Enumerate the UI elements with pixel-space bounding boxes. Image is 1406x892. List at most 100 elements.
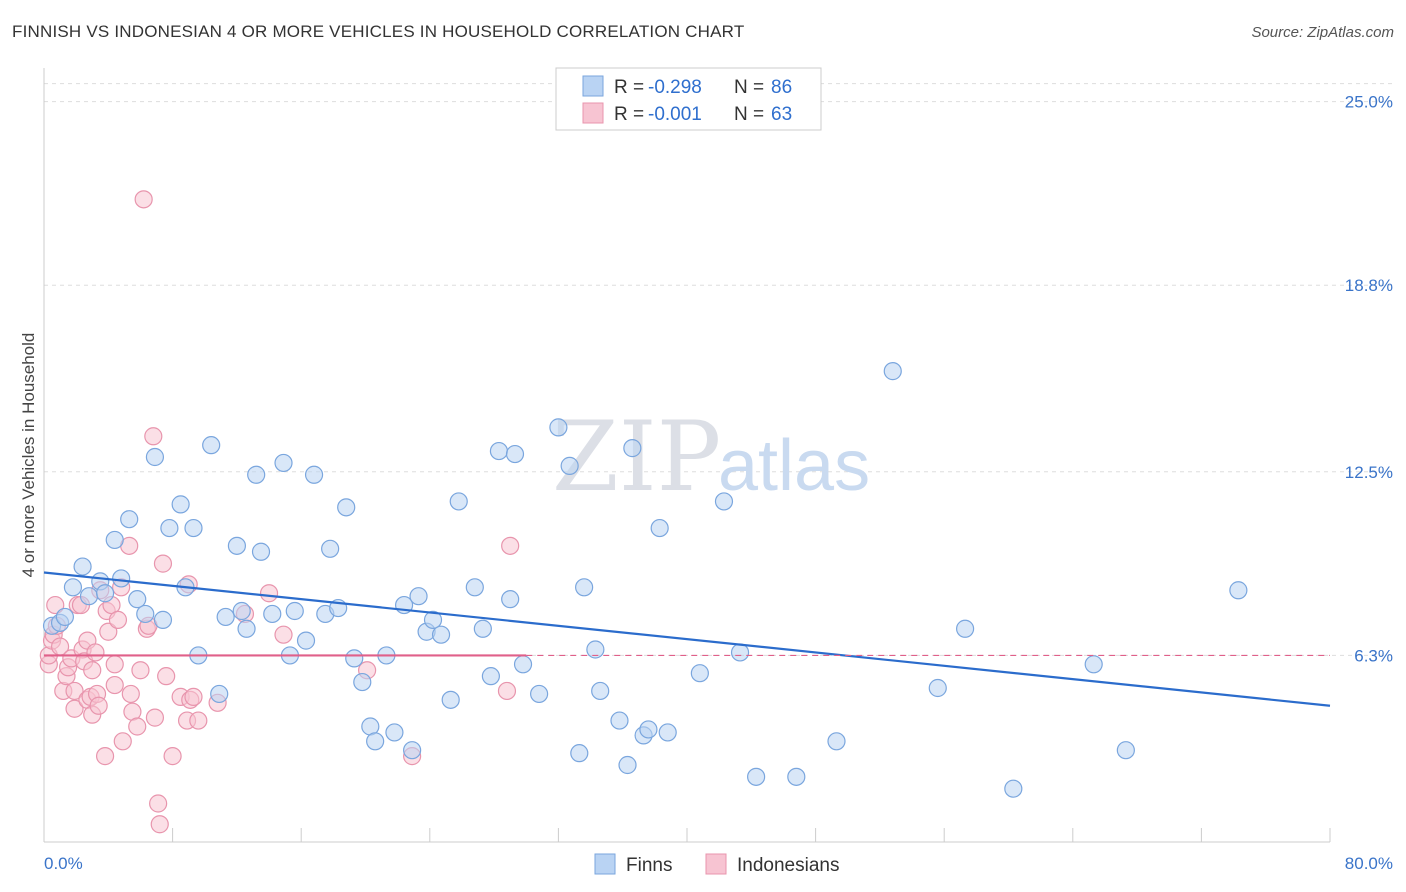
gridlines [44,83,1393,656]
bottom-legend-swatch-finns [594,853,616,875]
watermark-zip: ZIP [552,401,721,513]
indonesians-point [128,717,147,736]
legend-n-value-finns: 86 [771,77,792,98]
indonesians-points [39,190,520,834]
y-tick-label: 6.3% [1354,646,1393,665]
indonesians-point [259,584,279,603]
finns-point [95,584,115,603]
indonesians-point [144,427,163,446]
finns-point [285,601,304,621]
indonesians-point [121,684,140,704]
finns-point [883,362,902,381]
indonesians-point [157,667,176,686]
finns-point [247,465,266,484]
finns-point [690,664,709,683]
finns-point [105,530,124,550]
finns-point [423,610,443,629]
indonesians-point [89,696,108,715]
finns-point [928,678,947,698]
finns-point [63,578,83,597]
finns-point [184,518,203,538]
finns-point [481,667,500,686]
finns-point [128,590,147,609]
finns-point [120,510,139,529]
legend: R = -0.298 N = 86 R = -0.001 N = 63 [555,67,822,131]
finns-point [591,681,610,701]
finns-point [639,720,658,739]
chart-title: FINNISH VS INDONESIAN 4 OR MORE VEHICLES… [12,22,745,41]
legend-r-value-finns: -0.298 [648,77,702,98]
finns-point [570,744,589,763]
finns-point [441,690,460,709]
finns-point [650,518,669,538]
finns-point [827,732,846,751]
finns-point [251,542,271,561]
finns-point [505,444,525,464]
finns-point [1229,581,1248,600]
indonesians-point [113,732,132,751]
finns-point [153,610,173,629]
indonesians-point [95,747,115,766]
legend-r-label-indonesians: R = [614,104,644,125]
finns-point [623,439,642,458]
finns-point [345,649,364,668]
indonesians-point [134,190,153,209]
finns-point [145,447,165,467]
finns-point [586,640,605,659]
finns-point [501,590,520,609]
finns-point [618,755,637,775]
source-label: Source: ZipAtlas.com [1251,24,1394,41]
indonesians-point [108,610,128,629]
bottom-legend: Finns Indonesians [594,853,839,876]
finns-point [1004,779,1023,798]
finns-point [730,643,750,662]
finns-point [955,619,975,638]
indonesians-point [149,794,168,813]
finns-point [274,453,293,473]
finns-point [171,495,190,514]
indonesians-point [189,711,208,730]
indonesians-point [153,554,173,573]
indonesians-point [83,661,102,680]
finns-point [747,767,766,786]
finns-point [55,607,74,627]
indonesians-point [501,536,520,555]
finns-point [787,767,806,786]
legend-swatch-finns [582,75,604,97]
indonesians-point [65,699,84,718]
legend-r-value-indonesians: -0.001 [648,104,702,125]
legend-n-label-finns: N = [734,77,764,98]
trend-lines [43,571,1331,707]
finns-point [79,587,99,606]
x-tick-label-max: 80.0% [1345,854,1393,873]
finns-point [714,492,734,511]
x-tick-labels: 0.0% 80.0% [44,854,1393,873]
indonesians-point [99,622,118,641]
y-axis-label: 4 or more Vehicles in Household [19,333,38,578]
y-tick-labels: 6.3% 12.5% 18.8% 25.0% [1345,93,1393,666]
finns-point [530,684,549,704]
finns-point [210,684,229,704]
finns-point [73,557,92,576]
indonesians-point [184,687,203,706]
finns-trend-line [43,571,1331,707]
watermark: ZIP atlas [552,401,870,513]
finns-point [658,723,677,742]
finns-point [321,539,340,558]
finns-point [202,436,221,455]
bottom-legend-swatch-indonesians [705,853,727,875]
finns-point [227,536,246,555]
finns-point [560,456,579,475]
bottom-legend-label-indonesians: Indonesians [737,855,839,876]
watermark-atlas: atlas [718,426,870,506]
axes [43,68,1331,843]
legend-n-label-indonesians: N = [734,104,764,125]
indonesians-point [150,815,169,834]
finns-point [232,601,251,621]
finns-point [610,711,629,730]
indonesians-point [145,708,165,727]
finns-point [575,578,594,597]
legend-n-value-indonesians: 63 [771,104,792,125]
y-tick-label: 18.8% [1345,276,1393,295]
indonesians-point [274,625,293,644]
